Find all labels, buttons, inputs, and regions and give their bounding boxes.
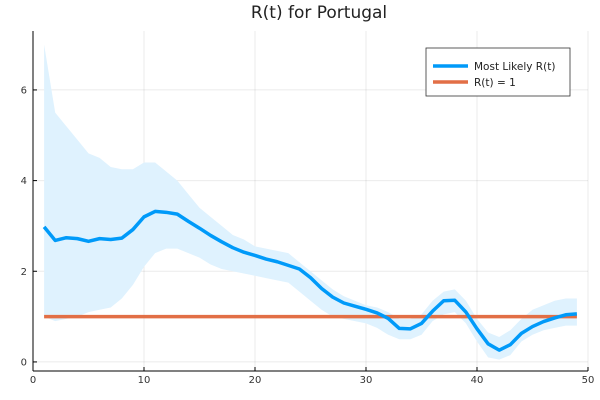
y-axis-ticks: 0 2 4 6 [21,85,37,368]
x-tick-label-1: 10 [138,375,151,386]
x-tick-label-4: 40 [471,375,484,386]
x-tick-label-0: 0 [30,375,36,386]
legend: Most Likely R(t) R(t) = 1 [425,47,571,97]
axes [32,31,588,372]
x-tick-label-5: 50 [582,375,595,386]
y-tick-label-1: 2 [21,267,27,278]
credible-interval-band [44,44,577,360]
legend-label-most-likely: Most Likely R(t) [474,61,555,73]
legend-box [425,47,571,97]
series-lines [42,209,578,352]
y-tick-label-3: 6 [21,85,27,96]
y-tick-label-2: 4 [21,176,27,187]
chart-title: R(t) for Portugal [251,3,387,23]
legend-label-r-one: R(t) = 1 [474,77,516,89]
x-tick-label-3: 30 [360,375,373,386]
plot-area: 0 10 20 30 40 50 0 2 4 6 [21,31,595,386]
y-tick-label-0: 0 [21,357,27,368]
series-line-most-likely [42,209,578,352]
x-tick-label-2: 20 [249,375,262,386]
x-axis-ticks: 0 10 20 30 40 50 [30,367,595,386]
